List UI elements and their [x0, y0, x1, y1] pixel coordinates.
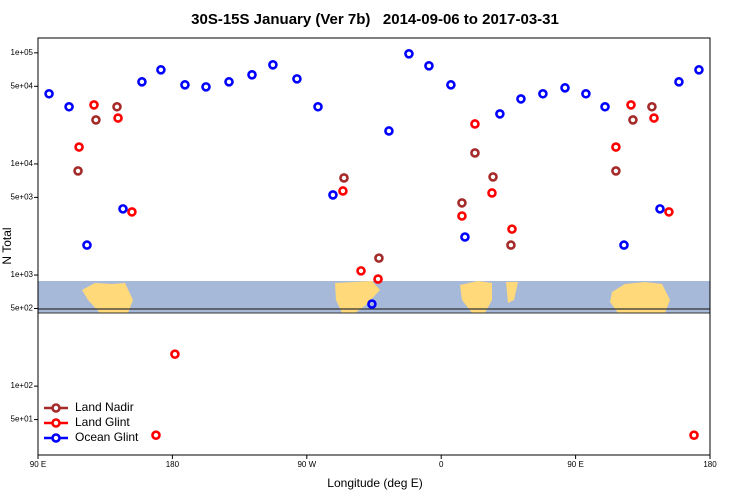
- data-point: [694, 65, 704, 75]
- data-point: [506, 240, 516, 250]
- data-point: [113, 113, 123, 123]
- legend-marker: [51, 418, 61, 428]
- data-point: [292, 74, 302, 84]
- data-point: [137, 77, 147, 87]
- data-point: [373, 274, 383, 284]
- data-point: [516, 94, 526, 104]
- data-point: [268, 60, 278, 70]
- data-point: [674, 77, 684, 87]
- data-point: [538, 88, 548, 99]
- y-tick-label: 1e+03: [11, 270, 34, 279]
- x-tick-label: 90 E: [30, 460, 46, 469]
- data-point: [374, 253, 384, 263]
- x-tick-label: 180: [703, 460, 717, 469]
- data-point: [487, 188, 497, 198]
- data-point: [446, 80, 456, 90]
- y-tick-label: 5e+04: [11, 81, 34, 90]
- data-point: [118, 204, 128, 214]
- y-axis-label: N Total: [0, 227, 14, 264]
- data-point: [495, 109, 505, 119]
- data-point: [581, 88, 591, 99]
- y-tick-label: 1e+05: [11, 48, 34, 57]
- data-point: [460, 232, 470, 242]
- data-point: [247, 70, 257, 80]
- data-point: [611, 142, 621, 152]
- data-point: [507, 224, 517, 234]
- data-point: [73, 166, 83, 176]
- data-point: [470, 148, 480, 158]
- y-tick-label: 1e+02: [11, 381, 34, 390]
- data-point: [356, 266, 366, 276]
- y-tick-label: 5e+02: [11, 304, 34, 313]
- x-axis-label: Longitude (deg E): [327, 476, 422, 490]
- legend-label: Land Glint: [75, 415, 130, 429]
- data-point: [82, 240, 92, 250]
- legend-label: Ocean Glint: [75, 430, 139, 444]
- data-point: [170, 349, 180, 359]
- data-point: [44, 88, 54, 99]
- data-point: [457, 198, 467, 208]
- x-tick-label: 90 E: [567, 460, 583, 469]
- data-point: [339, 173, 349, 183]
- legend-marker: [51, 403, 61, 413]
- data-point: [488, 172, 498, 182]
- data-point: [384, 126, 394, 136]
- y-tick-label: 5e+01: [11, 415, 34, 424]
- x-tick-label: 180: [166, 460, 180, 469]
- data-point: [600, 101, 610, 112]
- data-point: [201, 82, 211, 92]
- data-point: [367, 299, 377, 309]
- y-tick-label: 1e+04: [11, 159, 34, 168]
- data-point: [664, 207, 674, 217]
- legend-marker: [51, 433, 61, 443]
- data-point: [91, 115, 101, 125]
- data-point: [424, 61, 434, 71]
- data-point: [611, 166, 621, 176]
- data-point: [647, 101, 657, 112]
- data-point: [338, 186, 348, 196]
- data-point: [180, 80, 190, 90]
- data-point: [560, 83, 570, 93]
- data-point: [470, 119, 480, 129]
- data-point: [328, 190, 338, 200]
- data-point: [151, 430, 161, 440]
- data-point: [457, 211, 467, 221]
- y-tick-label: 5e+03: [11, 192, 34, 201]
- chart-title: 30S-15S January (Ver 7b) 2014-09-06 to 2…: [191, 11, 559, 28]
- data-point: [64, 101, 74, 112]
- data-point: [127, 207, 137, 217]
- data-point: [649, 113, 659, 123]
- legend-label: Land Nadir: [75, 400, 134, 414]
- x-tick-label: 0: [439, 460, 444, 469]
- data-point: [313, 101, 323, 112]
- data-point: [689, 430, 699, 440]
- data-point: [619, 240, 629, 250]
- data-point: [628, 115, 638, 125]
- data-point: [156, 65, 166, 75]
- data-point: [74, 142, 84, 152]
- data-point: [112, 101, 122, 112]
- data-point: [655, 204, 665, 214]
- data-point: [89, 100, 99, 110]
- data-point: [224, 77, 234, 87]
- data-point: [626, 100, 636, 110]
- plot-frame: [37, 37, 711, 456]
- x-tick-label: 90 W: [297, 460, 316, 469]
- data-point: [404, 49, 414, 59]
